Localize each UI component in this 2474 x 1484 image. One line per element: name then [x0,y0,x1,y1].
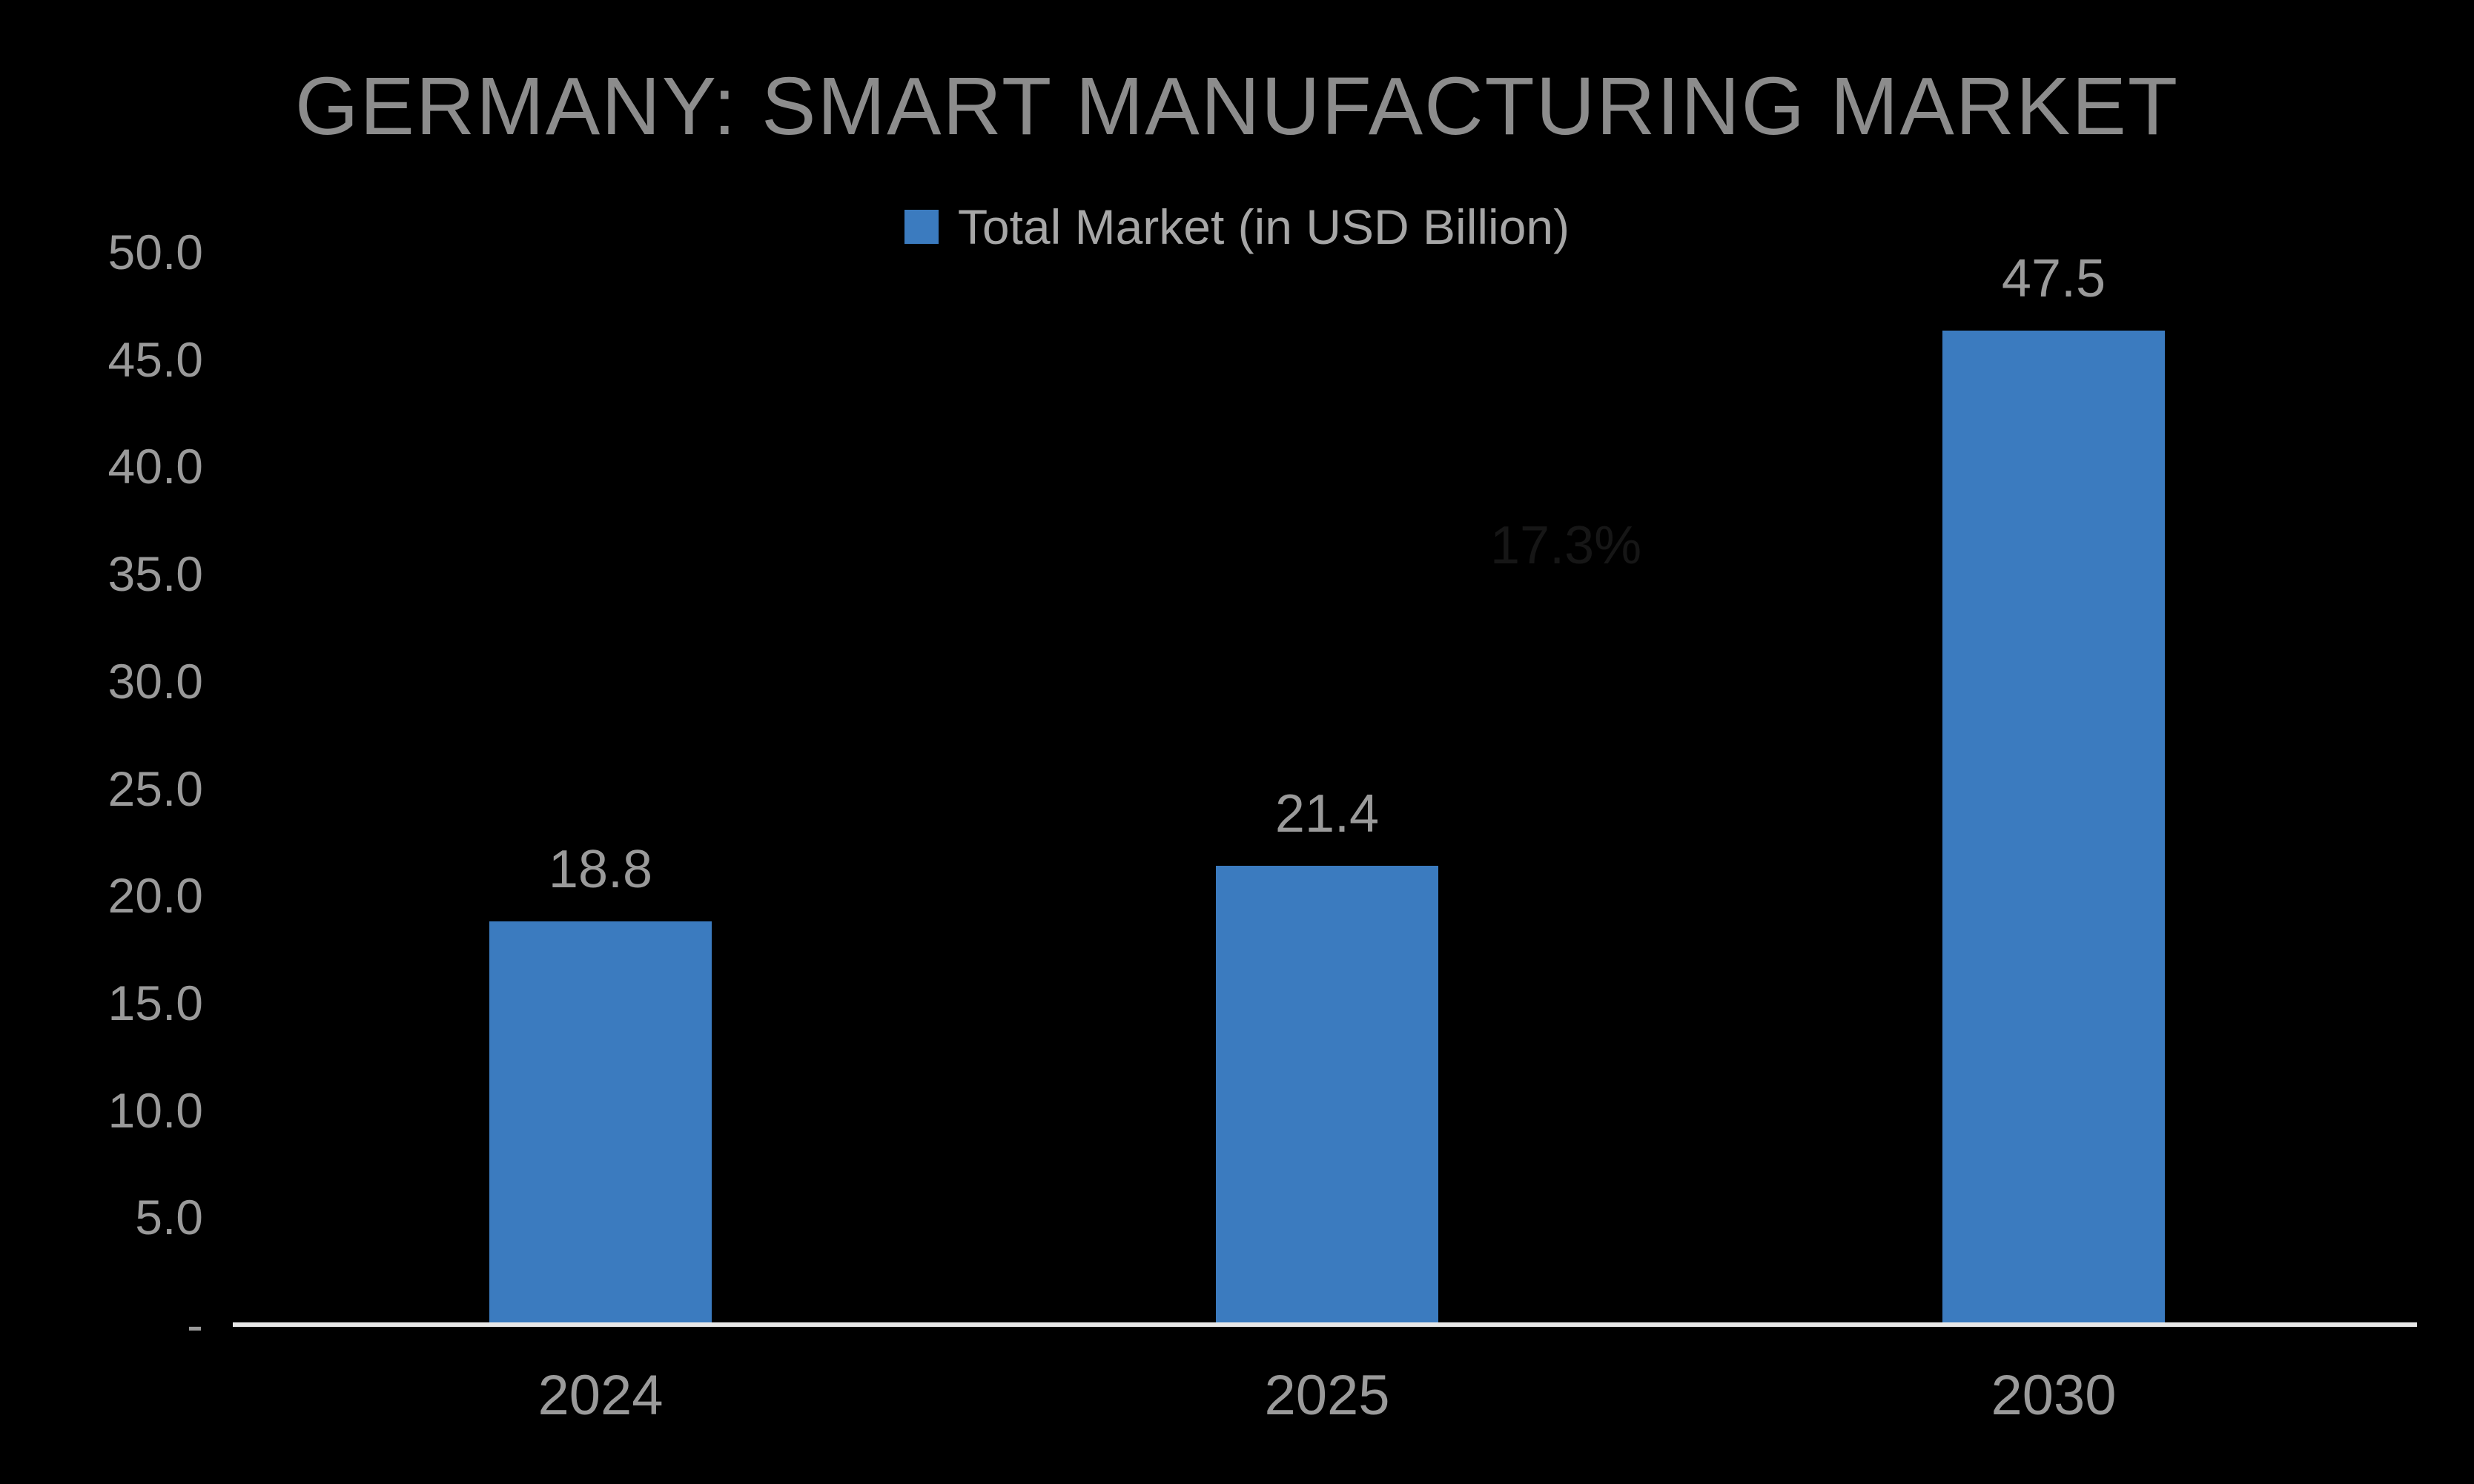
y-tick-label: 20.0 [108,868,203,924]
bar-slot: 18.8 2024 [237,252,964,1424]
plot-area: - 5.0 10.0 15.0 20.0 25.0 30.0 35.0 40.0 45.0 50.0… [108,228,2417,1424]
y-tick-label: - [187,1297,203,1352]
y-tick-label: 50.0 [108,225,203,279]
cagr-annotation: 17.3% [1490,516,1642,575]
y-tick-label: 5.0 [135,1190,203,1245]
x-axis-label: 2030 [1991,1364,2117,1427]
y-tick-label: 40.0 [108,439,203,494]
bar-value-label: 18.8 [548,839,653,899]
bar [1942,331,2165,1325]
bars-layer: 18.8 2024 21.4 2025 47.5 2030 [237,249,2417,1424]
y-tick-label: 25.0 [108,761,203,816]
bar [489,921,712,1325]
legend: Total Market (in USD Billion) [0,199,2474,255]
bar [1216,865,1438,1325]
bar-value-label: 21.4 [1274,784,1380,844]
legend-swatch-icon [904,210,939,244]
x-axis-label: 2024 [538,1364,664,1427]
chart-title: GERMANY: SMART MANUFACTURING MARKET [294,61,2180,152]
bar-value-label: 47.5 [2001,249,2106,308]
x-axis-line [233,1322,2417,1327]
y-tick-label: 10.0 [108,1082,203,1138]
y-tick-label: 45.0 [108,331,203,387]
y-tick-label: 15.0 [108,975,203,1030]
bar-slot: 47.5 2030 [1690,249,2417,1424]
y-tick-label: 30.0 [108,653,203,709]
y-tick-label: 35.0 [108,546,203,602]
x-axis-label: 2025 [1264,1364,1390,1427]
legend-label: Total Market (in USD Billion) [957,199,1570,254]
bar-slot: 21.4 2025 [964,252,1690,1424]
